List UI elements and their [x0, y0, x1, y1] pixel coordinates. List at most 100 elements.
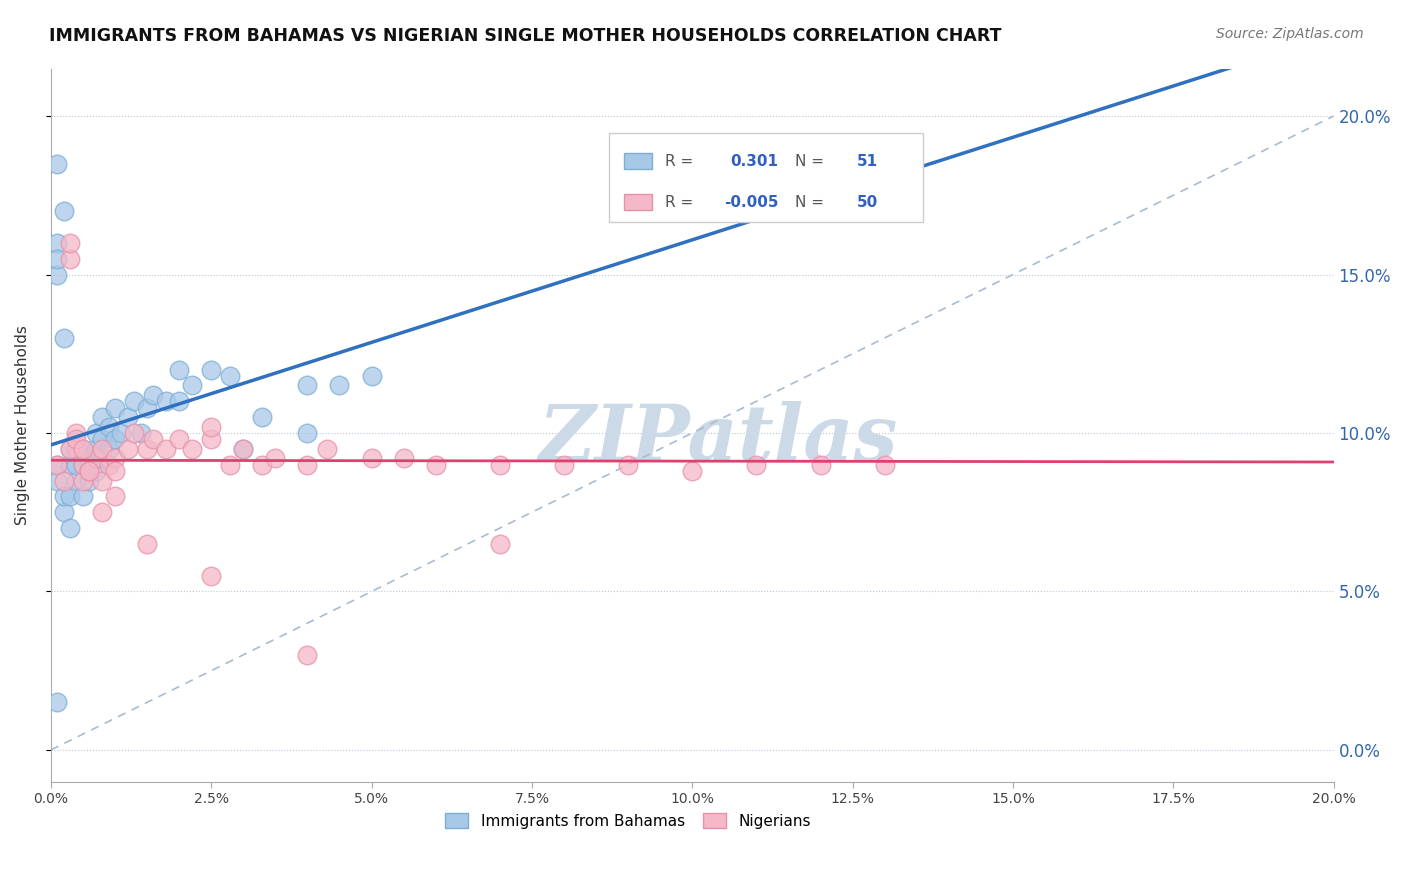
- Legend: Immigrants from Bahamas, Nigerians: Immigrants from Bahamas, Nigerians: [439, 807, 817, 835]
- Text: Source: ZipAtlas.com: Source: ZipAtlas.com: [1216, 27, 1364, 41]
- Point: [232, 442, 254, 456]
- Point: [104, 433, 127, 447]
- Text: 50: 50: [856, 194, 877, 210]
- Point: [79, 474, 101, 488]
- Point: [84, 464, 107, 478]
- Point: [72, 442, 94, 456]
- Point: [297, 425, 319, 440]
- Point: [84, 442, 107, 456]
- Point: [91, 451, 114, 466]
- Point: [810, 458, 832, 472]
- Point: [91, 410, 114, 425]
- Point: [117, 442, 139, 456]
- Text: IMMIGRANTS FROM BAHAMAS VS NIGERIAN SINGLE MOTHER HOUSEHOLDS CORRELATION CHART: IMMIGRANTS FROM BAHAMAS VS NIGERIAN SING…: [49, 27, 1001, 45]
- Text: N =: N =: [794, 153, 828, 169]
- Point: [873, 458, 896, 472]
- Point: [200, 419, 222, 434]
- Point: [72, 474, 94, 488]
- Point: [59, 442, 82, 456]
- Point: [328, 378, 350, 392]
- Point: [46, 458, 69, 472]
- Point: [104, 490, 127, 504]
- Point: [59, 252, 82, 266]
- Text: R =: R =: [665, 194, 699, 210]
- Point: [65, 458, 87, 472]
- FancyBboxPatch shape: [624, 194, 652, 211]
- Point: [79, 464, 101, 478]
- Point: [46, 252, 69, 266]
- Point: [72, 458, 94, 472]
- Point: [392, 451, 415, 466]
- Point: [59, 458, 82, 472]
- Point: [488, 537, 510, 551]
- Point: [297, 648, 319, 662]
- Point: [46, 458, 69, 472]
- Point: [617, 458, 640, 472]
- Point: [122, 394, 145, 409]
- Point: [65, 433, 87, 447]
- Point: [297, 378, 319, 392]
- Point: [264, 451, 287, 466]
- Point: [136, 537, 159, 551]
- Point: [65, 474, 87, 488]
- Text: 51: 51: [856, 153, 877, 169]
- Point: [46, 156, 69, 170]
- Point: [65, 442, 87, 456]
- Point: [252, 410, 274, 425]
- FancyBboxPatch shape: [609, 133, 924, 222]
- Point: [84, 425, 107, 440]
- Point: [59, 490, 82, 504]
- Point: [681, 464, 703, 478]
- Point: [84, 451, 107, 466]
- Point: [360, 451, 382, 466]
- Point: [91, 433, 114, 447]
- Point: [97, 419, 120, 434]
- Point: [72, 458, 94, 472]
- Point: [52, 204, 75, 219]
- Point: [232, 442, 254, 456]
- Point: [488, 458, 510, 472]
- Text: N =: N =: [794, 194, 828, 210]
- Point: [181, 378, 204, 392]
- Point: [142, 388, 165, 402]
- Point: [79, 464, 101, 478]
- Point: [200, 568, 222, 582]
- Point: [104, 401, 127, 415]
- Point: [297, 458, 319, 472]
- Point: [91, 442, 114, 456]
- Point: [200, 433, 222, 447]
- Point: [122, 425, 145, 440]
- Point: [181, 442, 204, 456]
- Point: [219, 458, 242, 472]
- Point: [219, 368, 242, 383]
- Point: [46, 695, 69, 709]
- Point: [315, 442, 337, 456]
- Point: [52, 474, 75, 488]
- Point: [155, 394, 177, 409]
- Point: [200, 362, 222, 376]
- Point: [745, 458, 768, 472]
- Point: [91, 505, 114, 519]
- Point: [97, 458, 120, 472]
- Point: [167, 394, 190, 409]
- Point: [129, 425, 152, 440]
- Point: [46, 268, 69, 282]
- FancyBboxPatch shape: [624, 153, 652, 169]
- Point: [65, 442, 87, 456]
- Point: [59, 235, 82, 250]
- Point: [79, 458, 101, 472]
- Point: [167, 362, 190, 376]
- Text: R =: R =: [665, 153, 699, 169]
- Point: [72, 442, 94, 456]
- Point: [52, 331, 75, 345]
- Point: [46, 235, 69, 250]
- Point: [59, 521, 82, 535]
- Point: [142, 433, 165, 447]
- Point: [104, 464, 127, 478]
- Point: [425, 458, 447, 472]
- Text: 0.301: 0.301: [731, 153, 779, 169]
- Point: [136, 442, 159, 456]
- Point: [167, 433, 190, 447]
- Point: [52, 505, 75, 519]
- Point: [46, 474, 69, 488]
